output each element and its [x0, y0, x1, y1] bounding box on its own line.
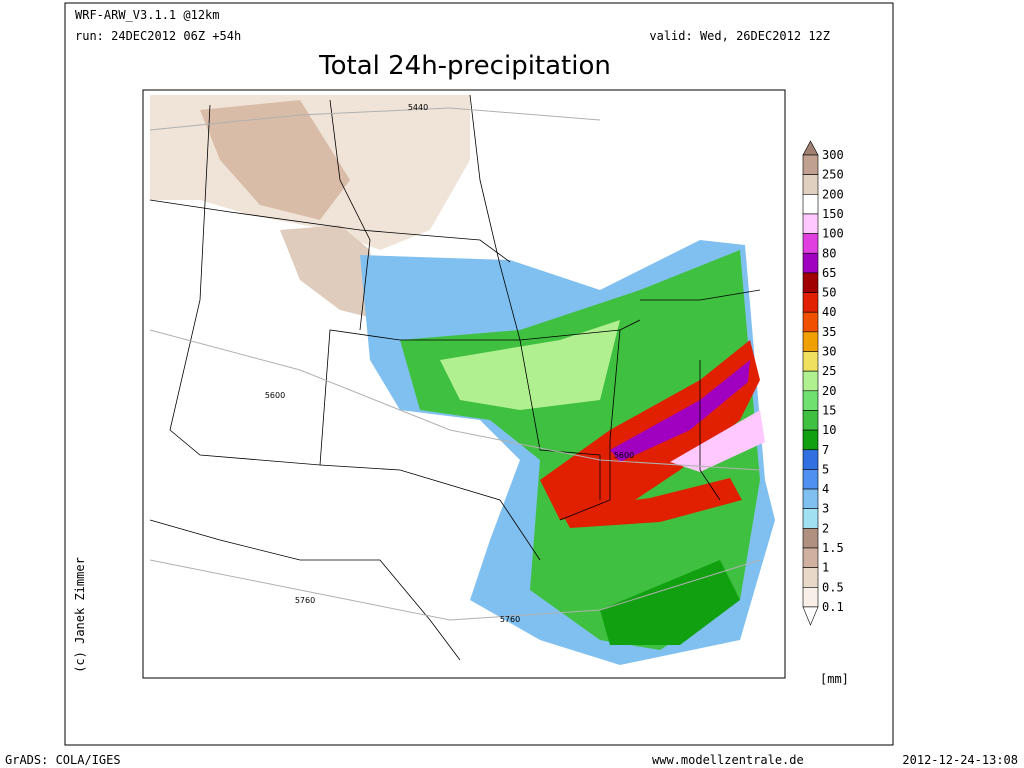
footer-left: GrADS: COLA/IGES — [5, 753, 121, 767]
colorbar-label: 5 — [822, 462, 829, 476]
colorbar-label: 150 — [822, 207, 844, 221]
colorbar-box — [802, 331, 819, 352]
colorbar-box — [802, 154, 819, 175]
colorbar-label: 300 — [822, 148, 844, 162]
colorbar-label: 30 — [822, 345, 836, 359]
title: Total 24h-precipitation — [318, 51, 611, 81]
precip-purple — [610, 360, 750, 462]
colorbar-box — [802, 449, 819, 470]
precip-tan — [280, 225, 380, 320]
border — [149, 519, 461, 661]
border — [559, 329, 621, 521]
colorbar-box — [802, 292, 819, 313]
colorbar-box — [802, 272, 819, 293]
colorbar-box — [802, 252, 819, 274]
colorbar-box — [802, 528, 819, 549]
precip-red — [560, 478, 742, 528]
contour-label: 5600 — [614, 451, 634, 460]
border — [149, 199, 511, 263]
colorbar-box — [802, 508, 819, 529]
colorbar-label: 0.5 — [822, 580, 844, 594]
colorbar-label: 65 — [822, 266, 836, 280]
border — [329, 99, 371, 331]
precip-green — [400, 250, 760, 650]
credit: (c) Janek Zimmer — [73, 557, 87, 673]
map-frame — [142, 89, 786, 679]
precip-lightgreen — [440, 320, 620, 410]
colorbar-cap — [802, 606, 819, 626]
precip-pink — [670, 410, 765, 472]
colorbar-box — [802, 410, 819, 431]
colorbar-box — [802, 547, 819, 568]
colorbar-label: 250 — [822, 168, 844, 182]
colorbar-label: 1 — [822, 561, 829, 575]
page-frame — [64, 2, 894, 746]
colorbar-label: 10 — [822, 423, 836, 437]
border — [640, 289, 761, 301]
colorbar-box — [802, 194, 819, 215]
colorbar-label: 1.5 — [822, 541, 844, 555]
colorbar-label: 50 — [822, 286, 836, 300]
colorbar-box — [802, 390, 819, 411]
colorbar-box — [802, 488, 819, 509]
map: 5440 5600 5600 5760 5760 — [142, 89, 786, 679]
colorbar-box — [802, 586, 819, 608]
contour — [149, 559, 761, 621]
colorbar-label: 0.1 — [822, 600, 844, 614]
colorbar-label: 100 — [822, 227, 844, 241]
colorbar-box — [802, 174, 819, 195]
footer-center: www.modellzentrale.de — [652, 753, 804, 767]
colorbar-label: 3 — [822, 502, 829, 516]
colorbar: 300 250 200 150 100 80 65 50 40 35 30 25 20 15 10 7 5 4 3 2… — [802, 140, 844, 626]
run-label: run: 24DEC2012 06Z +54h — [75, 29, 241, 43]
colorbar-label: 200 — [822, 187, 844, 201]
colorbar-box — [802, 233, 819, 254]
colorbar-box — [802, 213, 819, 234]
colorbar-label: 35 — [822, 325, 836, 339]
precip-tan — [200, 100, 350, 220]
contour — [149, 107, 601, 131]
colorbar-label: 25 — [822, 364, 836, 378]
border — [319, 464, 541, 561]
colorbar-box — [802, 370, 819, 392]
unit-label: [mm] — [820, 672, 849, 686]
colorbar-label: 15 — [822, 403, 836, 417]
border — [699, 360, 721, 501]
precip-darkgreen — [600, 560, 740, 645]
colorbar-label: 80 — [822, 246, 836, 260]
colorbar-label: 7 — [822, 443, 829, 457]
colorbar-box — [802, 311, 819, 333]
colorbar-box — [802, 429, 819, 451]
footer-right: 2012-12-24-13:08 — [902, 753, 1018, 767]
colorbar-label: 20 — [822, 384, 836, 398]
colorbar-box — [802, 469, 819, 490]
colorbar-cap — [802, 140, 819, 156]
contour-label: 5440 — [408, 103, 428, 112]
model-label: WRF-ARW_V3.1.1 @12km — [75, 8, 220, 22]
contour-label: 5600 — [265, 391, 285, 400]
border — [469, 94, 601, 500]
border — [169, 104, 641, 466]
colorbar-box — [802, 567, 819, 588]
contour-label: 5760 — [500, 615, 520, 624]
colorbar-label: 40 — [822, 305, 836, 319]
colorbar-box — [802, 351, 819, 372]
colorbar-label: 4 — [822, 482, 829, 496]
contour-label: 5760 — [295, 596, 315, 605]
valid-label: valid: Wed, 26DEC2012 12Z — [649, 29, 830, 43]
contour — [149, 329, 761, 471]
colorbar-label: 2 — [822, 521, 829, 535]
